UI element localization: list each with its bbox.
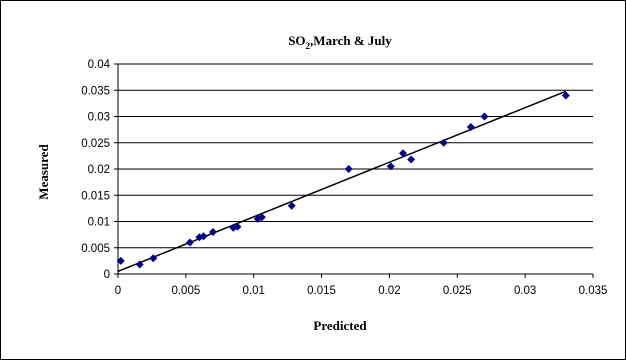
y-tick-label: 0.03: [88, 112, 110, 124]
data-point-marker: [344, 165, 353, 173]
x-tick-label: 0.03: [514, 285, 536, 297]
y-tick-label: 0: [104, 269, 110, 281]
y-axis-title: Measured: [36, 144, 51, 200]
data-point-marker: [199, 232, 208, 241]
y-tick-label: 0.035: [81, 85, 110, 97]
y-tick-label: 0.015: [81, 190, 110, 202]
data-point-marker: [399, 149, 407, 158]
data-point-marker: [287, 201, 296, 210]
data-point-marker: [233, 222, 242, 231]
y-tick-label: 0.01: [88, 217, 110, 229]
y-tick-label: 0.025: [81, 138, 110, 150]
x-tick-label: 0.02: [378, 285, 400, 297]
chart-title-subscript: 2: [306, 41, 311, 51]
gridlines: [118, 63, 593, 249]
trendline-group: [117, 90, 567, 273]
data-point-marker: [480, 112, 489, 121]
data-point-marker: [209, 228, 217, 236]
x-axis-title: Predicted: [313, 318, 367, 333]
chart-title-rest: ,March & July: [310, 33, 392, 48]
y-tick-label: 0.005: [81, 243, 110, 255]
data-point-marker: [135, 260, 144, 269]
x-tick-label: 0.015: [307, 285, 336, 297]
axes: [114, 63, 594, 278]
data-points: [116, 91, 570, 269]
x-tick-label: 0.005: [171, 285, 200, 297]
data-point-marker: [561, 91, 570, 100]
data-point-marker: [439, 138, 448, 147]
data-point-marker: [116, 256, 125, 265]
x-tick-label: 0: [115, 285, 121, 297]
x-tick-label: 0.035: [579, 285, 608, 297]
data-point-marker: [386, 162, 395, 171]
trendline: [117, 90, 567, 273]
data-point-marker: [185, 238, 194, 247]
tick-labels: 0 0.005 0.01 0.015 0.02 0.025 0.03 0.035 0.04 0 0.…: [81, 59, 607, 297]
data-point-marker: [149, 254, 158, 263]
chart-title-main: SO: [288, 33, 305, 48]
data-point-marker: [257, 213, 266, 222]
data-point-marker: [466, 123, 475, 131]
x-tick-label: 0.025: [443, 285, 472, 297]
chart-title: SO2,March & July: [288, 33, 392, 51]
data-point-marker: [407, 155, 416, 164]
y-tick-label: 0.02: [88, 164, 110, 176]
x-tick-label: 0.01: [243, 285, 265, 297]
y-tick-label: 0.04: [88, 59, 111, 71]
